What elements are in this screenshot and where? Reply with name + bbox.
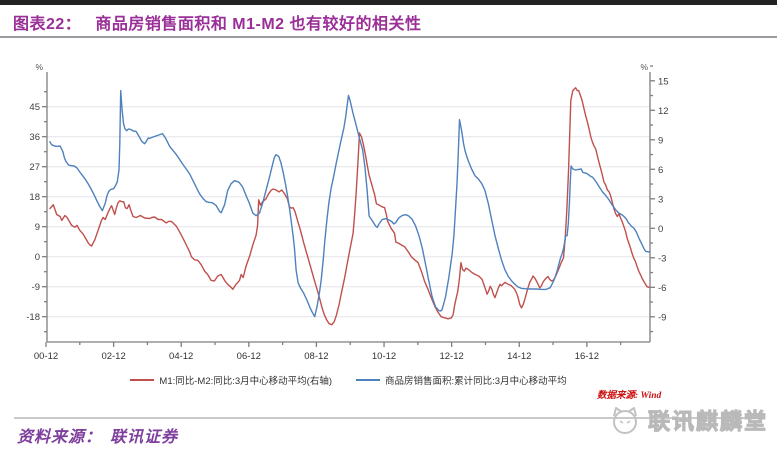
title-divider	[0, 36, 777, 38]
source-label: 资料来源：	[17, 429, 103, 446]
svg-text:-3: -3	[658, 253, 666, 264]
svg-text:9: 9	[35, 222, 40, 233]
svg-text:12: 12	[658, 106, 669, 117]
svg-text:15: 15	[658, 76, 669, 87]
legend-item-m1-m2: M1:同比-M2:同比:3月中心移动平均(右轴)	[130, 373, 332, 387]
svg-text:%: %	[35, 62, 43, 72]
source-footer: 资料来源： 联讯证券	[17, 423, 178, 447]
chart-legend: M1:同比-M2:同比:3月中心移动平均(右轴) 商品房销售面积:累计同比:3月…	[47, 372, 650, 388]
top-border-bar	[0, 0, 777, 5]
svg-text:-9: -9	[658, 312, 666, 323]
svg-text:04-12: 04-12	[169, 351, 193, 362]
svg-text:16-12: 16-12	[575, 351, 599, 362]
svg-text:06-12: 06-12	[237, 351, 261, 362]
svg-text:%: %	[640, 62, 648, 72]
svg-text:0: 0	[658, 224, 663, 235]
legend-label-sales-area: 商品房销售面积:累计同比:3月中心移动平均	[385, 376, 567, 387]
svg-text:0: 0	[35, 252, 40, 263]
svg-text:00-12: 00-12	[34, 351, 58, 362]
svg-text:02-12: 02-12	[101, 351, 125, 362]
legend-label-m1-m2: M1:同比-M2:同比:3月中心移动平均(右轴)	[159, 376, 332, 387]
svg-text:14-12: 14-12	[507, 351, 531, 362]
svg-text:12-12: 12-12	[439, 351, 463, 362]
svg-text:10-12: 10-12	[372, 351, 396, 362]
legend-item-sales-area: 商品房销售面积:累计同比:3月中心移动平均	[356, 373, 567, 387]
figure-number: 图表22：	[13, 16, 82, 33]
blue-line-swatch-icon	[356, 379, 380, 381]
brand-watermark: 联讯麒麟堂	[607, 402, 768, 438]
footer-divider	[14, 417, 763, 419]
svg-text:27: 27	[29, 162, 40, 173]
svg-text:36: 36	[29, 132, 40, 143]
svg-text:9: 9	[658, 135, 663, 146]
svg-text:6: 6	[658, 165, 663, 176]
red-line-swatch-icon	[130, 379, 155, 381]
mascot-cat-icon	[613, 407, 637, 434]
svg-text:-6: -6	[658, 283, 666, 294]
svg-text:45: 45	[29, 102, 40, 113]
figure-title-text: 商品房销售面积和 M1-M2 也有较好的相关性	[95, 16, 422, 33]
figure-title: 图表22： 商品房销售面积和 M1-M2 也有较好的相关性	[13, 10, 763, 34]
svg-text:-9: -9	[32, 282, 40, 293]
svg-text:3: 3	[658, 194, 663, 205]
watermark-text: 联讯麒麟堂	[647, 409, 769, 435]
svg-text:-18: -18	[26, 312, 40, 323]
svg-text:08-12: 08-12	[304, 351, 328, 362]
svg-text:18: 18	[29, 192, 40, 203]
source-value: 联讯证券	[110, 429, 179, 446]
data-source-note: 数据来源: Wind	[597, 391, 662, 401]
